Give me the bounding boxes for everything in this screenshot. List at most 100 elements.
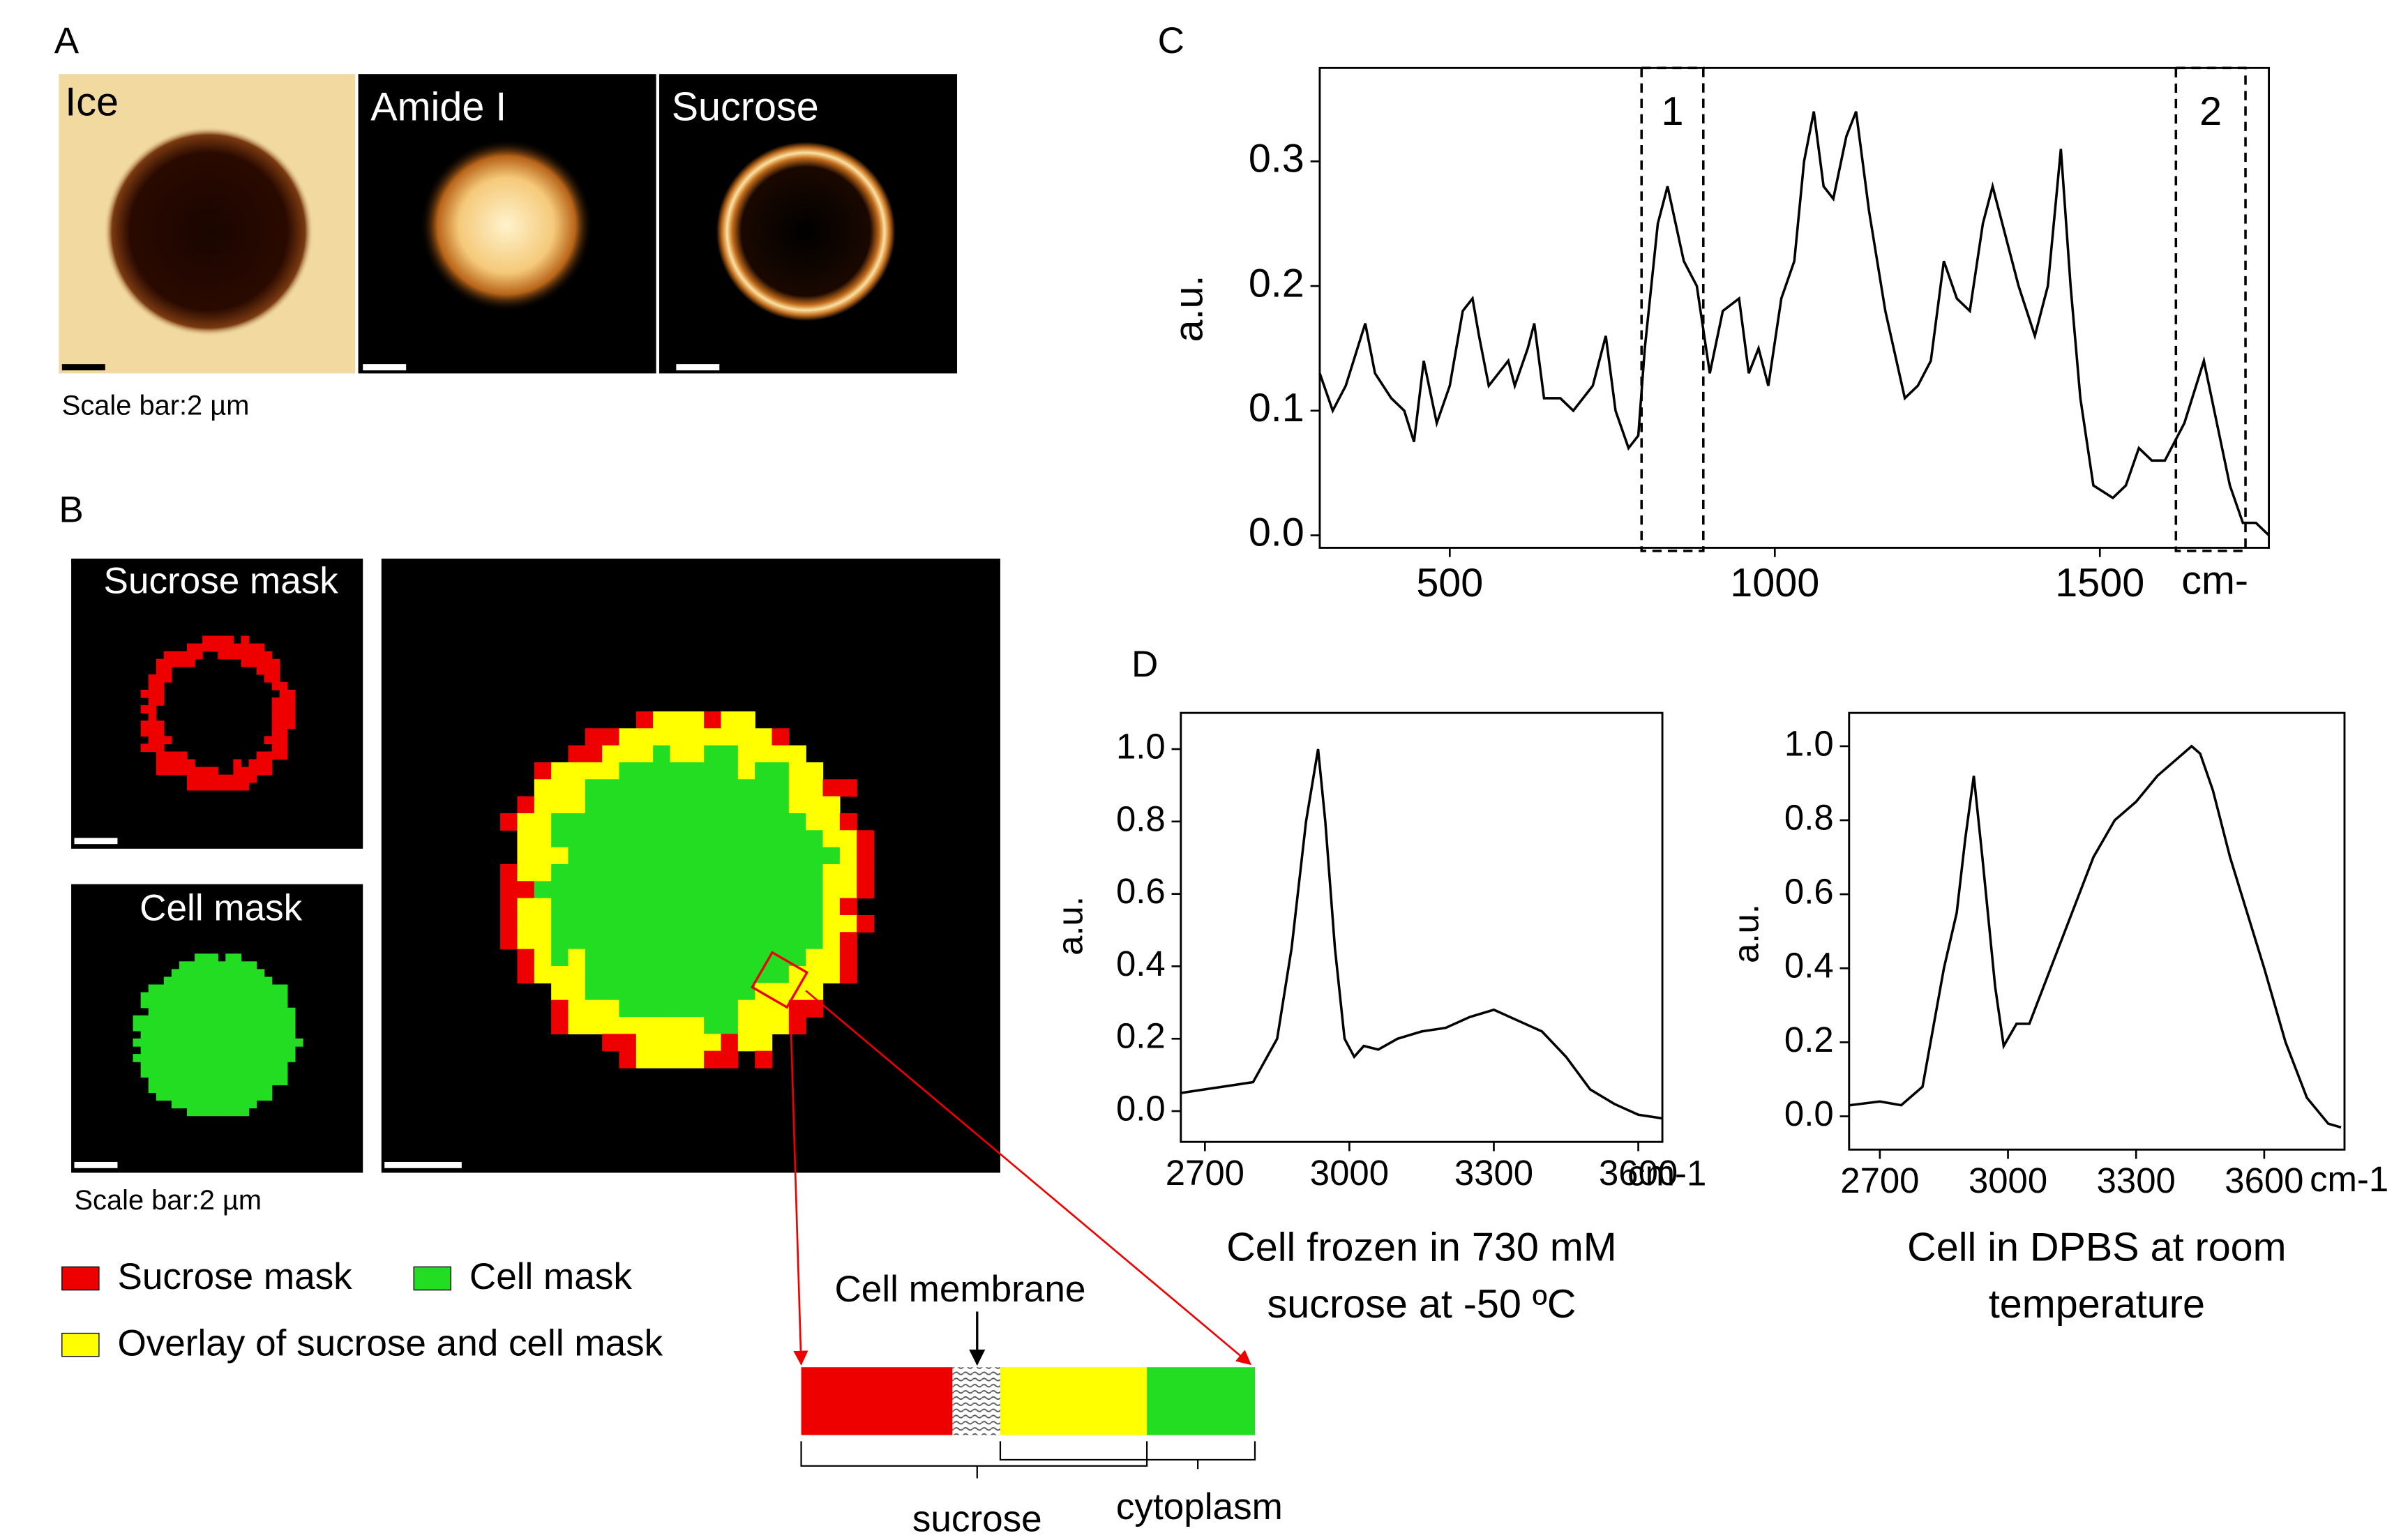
mask-pixel bbox=[551, 1016, 569, 1034]
mask-pixel bbox=[218, 1062, 226, 1070]
mask-pixel bbox=[635, 1050, 654, 1069]
mask-pixel bbox=[534, 898, 552, 916]
mask-pixel bbox=[670, 1050, 688, 1069]
mask-pixel bbox=[585, 813, 603, 831]
mask-pixel bbox=[187, 1069, 195, 1078]
mask-pixel bbox=[670, 898, 688, 916]
mask-pixel bbox=[686, 830, 705, 848]
mask-pixel bbox=[256, 1007, 265, 1016]
mask-pixel bbox=[857, 914, 875, 933]
mask-pixel bbox=[822, 898, 841, 916]
mask-pixel bbox=[670, 965, 688, 983]
mask-pixel bbox=[568, 983, 586, 1001]
mask-pixel bbox=[670, 914, 688, 933]
bracket-label: cytoplasm bbox=[1116, 1486, 1283, 1527]
mask-pixel bbox=[670, 779, 688, 797]
mask-pixel bbox=[279, 1030, 288, 1039]
mask-pixel bbox=[822, 863, 841, 882]
mask-pixel bbox=[568, 932, 586, 950]
x-axis-label: cm-1 bbox=[2310, 1159, 2388, 1199]
mask-pixel bbox=[264, 658, 273, 667]
panel-label: A bbox=[54, 20, 80, 61]
mask-pixel bbox=[755, 932, 773, 950]
mask-pixel bbox=[248, 1015, 257, 1024]
panel-label: D bbox=[1131, 644, 1158, 685]
mask-pixel bbox=[202, 992, 211, 1001]
mask-pixel bbox=[218, 961, 226, 970]
spectrum-line bbox=[1318, 111, 2270, 536]
mask-pixel bbox=[721, 728, 739, 746]
mask-pixel bbox=[140, 1038, 149, 1047]
mask-pixel bbox=[635, 1016, 654, 1034]
mask-pixel bbox=[248, 1030, 257, 1039]
mask-pixel bbox=[635, 965, 654, 983]
mask-pixel bbox=[755, 914, 773, 933]
mask-pixel bbox=[187, 1062, 195, 1070]
mask-pixel bbox=[225, 953, 234, 962]
mask-pixel bbox=[156, 743, 165, 753]
mask-pixel bbox=[534, 847, 552, 865]
y-tick-label: 0.8 bbox=[1116, 799, 1166, 838]
mask-pixel bbox=[218, 1085, 226, 1094]
membrane-schematic bbox=[800, 1311, 1256, 1479]
mask-pixel bbox=[179, 751, 188, 760]
mask-pixel bbox=[202, 774, 211, 783]
mask-pixel bbox=[271, 1054, 280, 1062]
mask-pixel bbox=[806, 898, 824, 916]
mask-pixel bbox=[156, 1062, 165, 1070]
y-tick-label: 0.6 bbox=[1116, 871, 1166, 911]
mask-pixel bbox=[195, 999, 203, 1009]
mask-pixel bbox=[534, 813, 552, 831]
mask-pixel bbox=[248, 658, 257, 667]
mask-pixel bbox=[195, 953, 203, 962]
mask-pixel bbox=[225, 1108, 234, 1117]
mask-pixel bbox=[171, 1054, 180, 1062]
mask-pixel bbox=[163, 759, 172, 768]
mask-pixel bbox=[148, 697, 157, 706]
mask-pixel bbox=[264, 999, 273, 1009]
mask-pixel bbox=[271, 1015, 280, 1024]
mask-pixel bbox=[653, 965, 671, 983]
mask-pixel bbox=[225, 1054, 234, 1062]
mask-pixel bbox=[210, 1085, 218, 1094]
y-tick-label: 0.0 bbox=[1249, 511, 1304, 555]
chart-caption: sucrose at -50 ºC bbox=[1267, 1282, 1576, 1327]
image-cell-mask bbox=[71, 884, 363, 1173]
mask-pixel bbox=[256, 651, 265, 660]
mask-pixel bbox=[271, 984, 280, 993]
mask-pixel bbox=[225, 651, 234, 660]
mask-pixel bbox=[163, 1007, 172, 1016]
mask-pixel bbox=[156, 984, 165, 993]
mask-pixel bbox=[635, 1034, 654, 1052]
mask-pixel bbox=[179, 961, 188, 970]
mask-pixel bbox=[256, 759, 265, 768]
mask-pixel bbox=[686, 949, 705, 967]
mask-pixel bbox=[241, 969, 250, 978]
mask-pixel bbox=[721, 847, 739, 865]
mask-pixel bbox=[271, 743, 280, 753]
mask-pixel bbox=[635, 914, 654, 933]
mask-pixel bbox=[287, 1015, 296, 1024]
mask-pixel bbox=[195, 651, 203, 660]
mask-pixel bbox=[248, 1038, 257, 1047]
mask-pixel bbox=[517, 965, 535, 983]
mask-pixel bbox=[140, 728, 149, 737]
mask-pixel bbox=[704, 881, 722, 899]
mask-pixel bbox=[264, 1022, 273, 1032]
mask-pixel bbox=[721, 796, 739, 814]
spectrum-line bbox=[1849, 744, 2342, 1129]
mask-pixel bbox=[287, 1038, 296, 1047]
mask-pixel bbox=[218, 1108, 226, 1117]
mask-pixel bbox=[500, 914, 518, 933]
mask-pixel bbox=[806, 949, 824, 967]
mask-pixel bbox=[287, 697, 296, 706]
mask-pixel bbox=[287, 1046, 296, 1055]
mask-pixel bbox=[788, 745, 806, 763]
mask-pixel bbox=[839, 863, 857, 882]
mask-pixel bbox=[721, 1016, 739, 1034]
mask-pixel bbox=[202, 767, 211, 776]
mask-pixel bbox=[264, 651, 273, 660]
mask-pixel bbox=[248, 774, 257, 783]
mask-pixel bbox=[202, 1015, 211, 1024]
mask-pixel bbox=[653, 711, 671, 729]
